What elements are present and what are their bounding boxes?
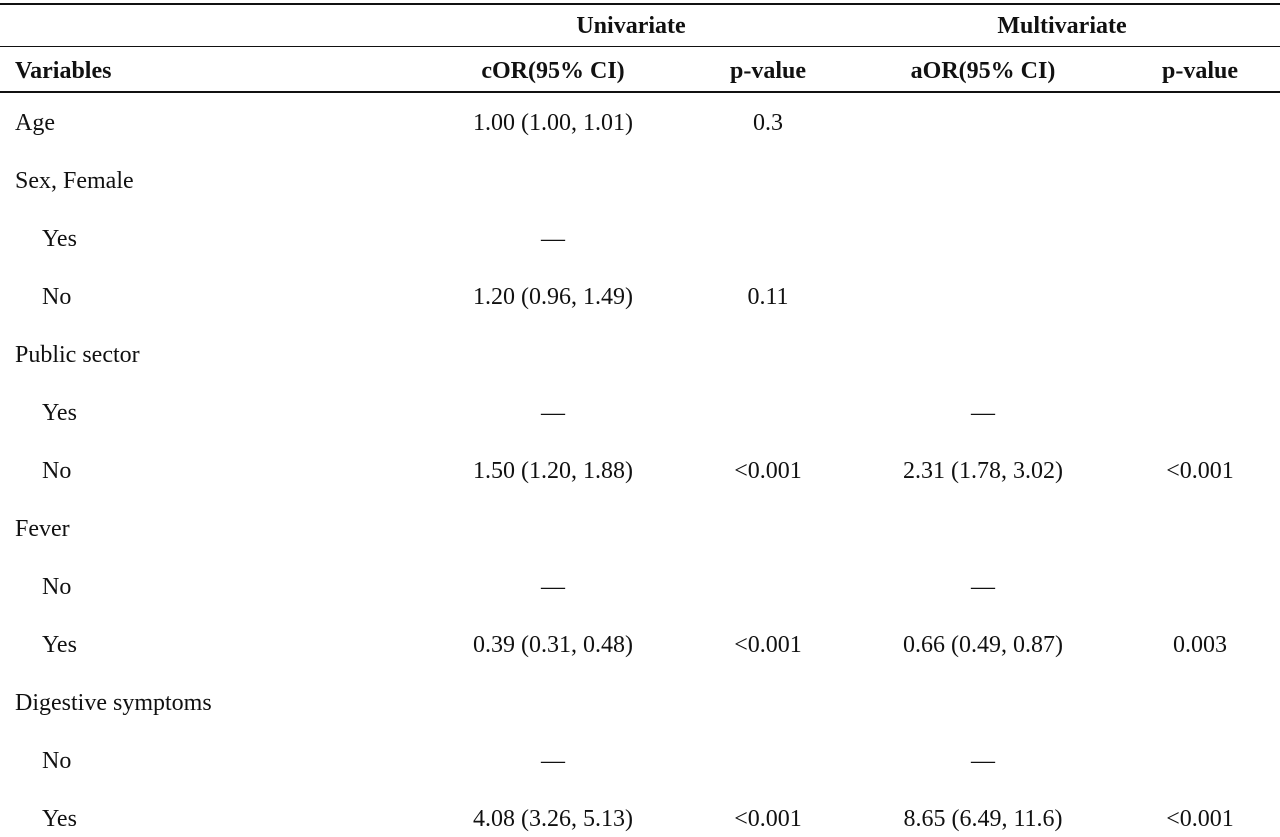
variable-label: Age xyxy=(15,110,55,136)
variable-label: Yes xyxy=(42,400,77,426)
cor-cell: — xyxy=(541,748,565,774)
multivariate-p-cell: <0.001 xyxy=(1166,806,1234,832)
aor-cell: 2.31 (1.78, 3.02) xyxy=(903,458,1063,484)
variable-label: No xyxy=(42,458,72,484)
cor-column-header: cOR(95% CI) xyxy=(481,58,625,84)
univariate-p-cell: <0.001 xyxy=(734,632,802,658)
cor-cell: — xyxy=(541,226,565,252)
variable-label: Yes xyxy=(42,806,77,832)
univariate-p-column-header: p-value xyxy=(729,58,807,84)
aor-cell: — xyxy=(971,400,995,426)
variable-label: Fever xyxy=(15,516,70,542)
univariate-p-cell: <0.001 xyxy=(734,806,802,832)
variable-label: Public sector xyxy=(15,342,140,368)
aor-cell: 8.65 (6.49, 11.6) xyxy=(903,806,1063,832)
variable-label: Sex, Female xyxy=(15,168,134,194)
multivariate-p-column-header: p-value xyxy=(1161,58,1239,84)
top-rule xyxy=(0,3,1280,5)
header-bottom-rule xyxy=(0,91,1280,93)
cor-cell: — xyxy=(541,574,565,600)
variable-label: Digestive symptoms xyxy=(15,690,212,716)
variable-label: Yes xyxy=(42,632,77,658)
multivariate-p-cell: <0.001 xyxy=(1166,458,1234,484)
group-header-rule xyxy=(0,46,1280,47)
variables-column-header: Variables xyxy=(15,58,112,84)
aor-cell: — xyxy=(971,748,995,774)
cor-cell: — xyxy=(541,400,565,426)
multivariate-group-header: Multivariate xyxy=(997,13,1127,39)
variable-label: No xyxy=(42,748,72,774)
univariate-p-cell: 0.11 xyxy=(747,284,789,310)
univariate-group-header: Univariate xyxy=(576,13,686,39)
aor-cell: — xyxy=(971,574,995,600)
cor-cell: 1.50 (1.20, 1.88) xyxy=(473,458,633,484)
variable-label: No xyxy=(42,574,72,600)
multivariate-p-cell: 0.003 xyxy=(1173,632,1227,658)
variable-label: Yes xyxy=(42,226,77,252)
aor-column-header: aOR(95% CI) xyxy=(910,58,1056,84)
aor-cell: 0.66 (0.49, 0.87) xyxy=(903,632,1063,658)
cor-cell: 1.20 (0.96, 1.49) xyxy=(473,284,633,310)
cor-cell: 0.39 (0.31, 0.48) xyxy=(473,632,633,658)
univariate-p-cell: 0.3 xyxy=(753,110,783,136)
cor-cell: 4.08 (3.26, 5.13) xyxy=(473,806,633,832)
univariate-p-cell: <0.001 xyxy=(734,458,802,484)
cor-cell: 1.00 (1.00, 1.01) xyxy=(473,110,633,136)
variable-label: No xyxy=(42,284,72,310)
